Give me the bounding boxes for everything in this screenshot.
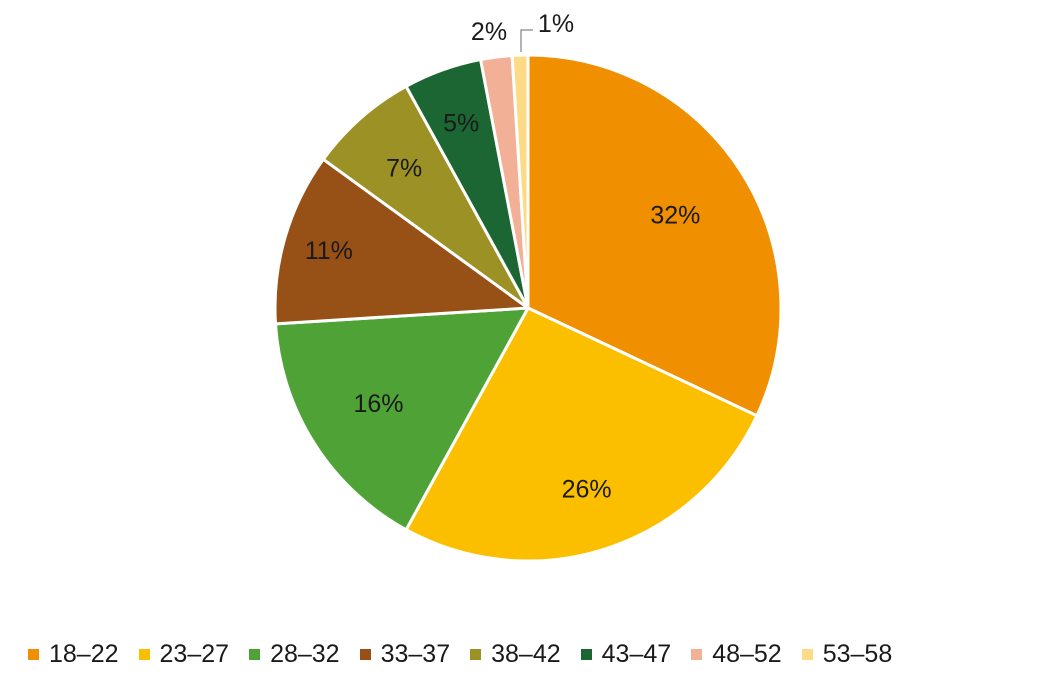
pie-slice-33–37 xyxy=(273,157,530,326)
pie-slice-18–22 xyxy=(526,53,783,418)
pie-slices xyxy=(273,53,783,563)
data-label-48–52: 2% xyxy=(471,18,507,46)
legend-swatch xyxy=(691,648,703,660)
leader-lines xyxy=(520,29,533,52)
data-label-23–27: 26% xyxy=(562,476,612,504)
pie-slice-53–58 xyxy=(510,53,530,310)
data-label-53–58: 1% xyxy=(538,10,574,38)
legend-label: 48–52 xyxy=(712,639,782,668)
legend-swatch xyxy=(580,648,592,660)
legend-swatch xyxy=(138,648,150,660)
legend-swatch xyxy=(359,648,371,660)
data-labels: 32% 26% 16% 11% 7% 5% 2% 1% xyxy=(305,10,701,504)
pie-slice-38–42 xyxy=(321,84,530,310)
legend-item-33–37: 33–37 xyxy=(359,639,451,669)
leader-line-53–58 xyxy=(520,29,533,52)
data-label-43–47: 5% xyxy=(443,109,479,137)
pie-slice-28–32 xyxy=(274,306,530,532)
legend-item-53–58: 53–58 xyxy=(801,639,893,669)
legend-item-48–52: 48–52 xyxy=(691,640,782,669)
legend-label: 53–58 xyxy=(822,639,893,668)
legend-swatch xyxy=(470,648,482,660)
legend-item-23–27: 23–27 xyxy=(138,639,230,669)
data-label-28–32: 16% xyxy=(353,390,403,418)
legend: 18–22 23–27 28–32 33–37 38–42 43–47 48–52 53–58 xyxy=(28,636,892,672)
legend-item-18–22: 18–22 xyxy=(28,640,119,669)
legend-label: 28–32 xyxy=(270,639,340,668)
data-label-33–37: 11% xyxy=(305,237,353,265)
legend-item-43–47: 43–47 xyxy=(580,639,672,669)
legend-swatch xyxy=(28,648,39,660)
legend-swatch xyxy=(249,648,261,660)
legend-label: 23–27 xyxy=(159,639,230,668)
legend-swatch xyxy=(801,648,813,660)
legend-label: 33–37 xyxy=(380,639,451,668)
data-label-38–42: 7% xyxy=(386,155,422,183)
legend-label: 18–22 xyxy=(49,639,119,668)
legend-label: 43–47 xyxy=(601,639,672,668)
data-label-18–22: 32% xyxy=(650,202,700,230)
legend-item-28–32: 28–32 xyxy=(249,640,340,669)
legend-item-38–42: 38–42 xyxy=(470,640,561,669)
legend-label: 38–42 xyxy=(491,639,561,668)
